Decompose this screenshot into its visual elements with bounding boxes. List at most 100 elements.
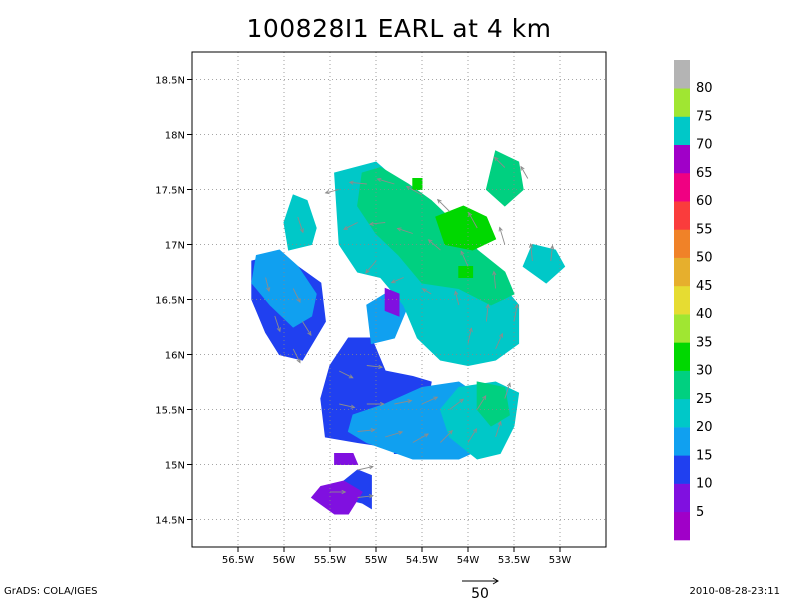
colorbar-label: 35 xyxy=(696,335,713,350)
wind-vector xyxy=(421,396,439,405)
colorbar-swatch xyxy=(674,257,690,287)
wind-region-5-10 xyxy=(334,453,359,465)
wind-vector xyxy=(476,395,487,410)
lon-tick-label: 53W xyxy=(549,555,572,566)
wind-vector xyxy=(292,288,301,304)
lat-tick-label: 16N xyxy=(165,351,185,362)
wind-vector xyxy=(520,165,529,179)
footer-timestamp: 2010-08-28-23:11 xyxy=(689,586,780,597)
lon-tick-label: 56.5W xyxy=(222,555,254,566)
lat-tick-label: 16.5N xyxy=(155,296,185,307)
colorbar-label: 5 xyxy=(696,505,704,520)
wind-vector xyxy=(421,288,432,295)
wind-vector-layer xyxy=(265,156,555,499)
lat-tick-label: 18N xyxy=(165,131,185,142)
wind-vector xyxy=(366,364,384,369)
wind-region-30-35 xyxy=(435,205,497,251)
wind-vector xyxy=(396,227,413,234)
axis-ticks: 56.5W 56W 55.5W 55W 54.5W 54W 53.5W 53W 14.5N 15N… xyxy=(155,76,571,567)
colorbar-swatch xyxy=(674,455,690,484)
colorbar-swatch xyxy=(674,172,690,202)
wind-vector xyxy=(297,216,304,234)
map-title: 100828I1 EARL at 4 km xyxy=(246,14,552,43)
wind-vector xyxy=(449,398,465,410)
wind-vector xyxy=(343,222,358,230)
wind-vector xyxy=(292,348,301,364)
reference-vector-arrowhead xyxy=(492,577,499,585)
colorbar-label: 20 xyxy=(696,420,713,435)
wind-vector xyxy=(528,242,534,262)
wind-vector xyxy=(385,430,404,438)
wind-vector xyxy=(357,428,376,433)
lat-tick-label: 17.5N xyxy=(155,186,185,197)
wind-region-5-10 xyxy=(384,287,400,317)
wind-region-5-10 xyxy=(310,480,363,515)
colorbar-swatch xyxy=(674,144,690,174)
lon-tick-label: 54.5W xyxy=(406,555,438,566)
reference-vector-label: 50 xyxy=(471,586,489,600)
colorbar-swatch xyxy=(674,88,690,117)
wind-vector xyxy=(495,420,502,438)
wind-vector xyxy=(436,198,450,212)
colorbar-label: 75 xyxy=(696,110,713,125)
reference-vector: 50 xyxy=(462,577,499,600)
colorbar-label: 65 xyxy=(696,166,713,181)
wind-vector xyxy=(302,321,312,336)
wind-vector xyxy=(376,177,395,185)
footer-credit: GrADS: COLA/IGES xyxy=(4,586,98,597)
lat-tick-label: 15N xyxy=(165,461,185,472)
colorbar-label: 80 xyxy=(696,81,713,96)
lat-tick-label: 18.5N xyxy=(155,76,185,87)
wind-vector xyxy=(493,156,506,168)
wind-vector xyxy=(513,303,519,322)
wind-vector xyxy=(495,332,503,350)
colorbar-label: 10 xyxy=(696,477,713,492)
wind-vector xyxy=(394,399,413,405)
colorbar-label: 70 xyxy=(696,138,713,153)
wind-vector xyxy=(368,221,386,226)
wind-vector xyxy=(339,403,356,409)
lat-tick-label: 17N xyxy=(165,241,185,252)
colorbar-label: 25 xyxy=(696,392,713,407)
lon-tick-label: 56W xyxy=(273,555,296,566)
wind-vector xyxy=(427,239,441,251)
wind-vector xyxy=(366,401,385,407)
wind-region-30-35 xyxy=(412,178,423,190)
wind-vector xyxy=(348,180,367,185)
wind-vector xyxy=(412,433,430,443)
lat-lon-grid xyxy=(192,52,606,547)
colorbar-swatch xyxy=(674,427,690,456)
colorbar-swatch xyxy=(674,342,690,371)
wind-vector xyxy=(405,185,423,196)
colorbar-label: 50 xyxy=(696,251,713,266)
colorbar-label: 45 xyxy=(696,279,713,294)
wind-region-30-35 xyxy=(458,266,474,278)
wind-vector xyxy=(454,290,460,306)
colorbar-label: 55 xyxy=(696,222,713,237)
wind-region-25-30 xyxy=(485,150,524,207)
colorbar-swatch xyxy=(674,314,690,343)
colorbar-swatch xyxy=(674,398,690,428)
colorbar-swatch xyxy=(674,370,690,400)
colorbar-swatch xyxy=(674,229,690,258)
colorbar-label: 30 xyxy=(696,364,713,379)
colorbar-label: 15 xyxy=(696,448,713,463)
wind-vector xyxy=(365,260,377,274)
wind-vector xyxy=(338,370,354,379)
colorbar-swatch xyxy=(674,201,690,230)
wind-vector xyxy=(549,244,555,262)
colorbar-swatch xyxy=(674,511,690,541)
wind-vector xyxy=(467,327,473,344)
wind-region-25-30 xyxy=(476,381,510,427)
colorbar-swatch xyxy=(674,60,690,89)
colorbar-swatch xyxy=(674,483,690,513)
wind-vector xyxy=(498,226,506,245)
lon-tick-label: 55.5W xyxy=(314,555,346,566)
wind-region-20-25 xyxy=(522,243,566,284)
colorbar-swatch xyxy=(674,116,690,146)
wind-vector xyxy=(265,277,271,293)
lat-tick-label: 14.5N xyxy=(155,516,185,527)
wind-vector xyxy=(440,429,454,443)
wind-vector xyxy=(274,315,281,333)
